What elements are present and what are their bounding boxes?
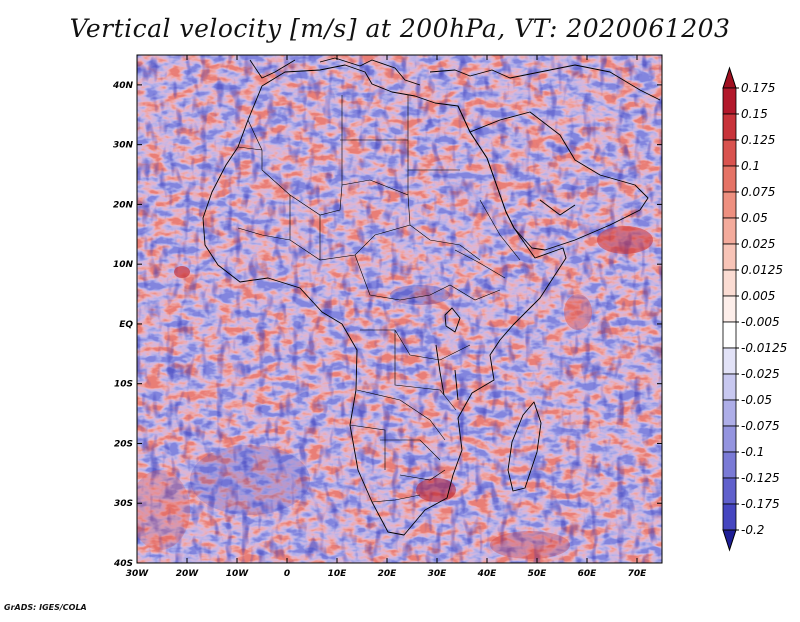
colorbar-label: 0.0125 — [741, 263, 783, 277]
lat-tick-label: 20S — [114, 439, 133, 449]
lat-tick-label: EQ — [119, 320, 133, 330]
country-borders — [237, 95, 521, 503]
colorbar-label: -0.075 — [741, 419, 780, 433]
colorbar-swatch — [722, 295, 737, 323]
map-title: Vertical velocity [m/s] at 200hPa, VT: 2… — [69, 14, 731, 43]
lon-tick-label: 20W — [176, 569, 200, 579]
colorbar-label: -0.2 — [741, 523, 764, 537]
lat-tick-label: 20N — [113, 200, 134, 210]
colorbar-label: 0.05 — [741, 211, 768, 225]
colorbar-label: -0.125 — [741, 471, 780, 485]
lon-tick-label: 60E — [578, 569, 598, 579]
colorbar-label: -0.05 — [741, 393, 772, 407]
lat-tick-label: 30S — [114, 499, 133, 509]
lat-axis: 40N 30N 20N 10N EQ 10S 20S 30S 40S — [112, 81, 662, 569]
colorbar-label: 0.175 — [741, 81, 775, 95]
lon-tick-label: 10W — [226, 569, 250, 579]
colorbar-swatch — [722, 399, 737, 427]
lat-tick-label: 30N — [113, 141, 134, 151]
colorbar-swatch — [722, 477, 737, 505]
colorbar-swatch — [722, 425, 737, 453]
colorbar-swatch — [722, 451, 737, 479]
colorbar-swatch — [722, 503, 737, 531]
colorbar-swatch — [722, 165, 737, 193]
plot-frame — [136, 54, 663, 564]
colorbar-swatch — [722, 373, 737, 401]
colorbar-label: 0.15 — [741, 107, 768, 121]
coastlines — [202, 57, 661, 536]
colorbar-label: -0.005 — [741, 315, 780, 329]
lon-tick-label: 30W — [126, 569, 150, 579]
colorbar-label: -0.025 — [741, 367, 780, 381]
lon-tick-label: 30E — [428, 569, 448, 579]
lon-tick-label: 20E — [378, 569, 398, 579]
lon-tick-label: 10E — [328, 569, 348, 579]
colorbar-swatch — [722, 139, 737, 167]
lat-tick-label: 10S — [114, 380, 133, 390]
colorbar-label: -0.1 — [741, 445, 764, 459]
colorbar-label: 0.125 — [741, 133, 775, 147]
colorbar-swatch — [722, 87, 737, 115]
colorbar-label: 0.075 — [741, 185, 775, 199]
colorbar-label: 0.005 — [741, 289, 775, 303]
colorbar-swatch — [722, 191, 737, 219]
colorbar-swatch — [722, 243, 737, 271]
lat-tick-label: 40S — [113, 559, 133, 569]
colorbar-swatch — [722, 321, 737, 349]
lon-tick-label: 40E — [477, 569, 498, 579]
colorbar-swatch — [722, 269, 737, 297]
lon-tick-label: 50E — [528, 569, 548, 579]
colorbar-label: 0.025 — [741, 237, 775, 251]
lat-tick-label: 40N — [112, 81, 134, 91]
lon-tick-label: 0 — [284, 569, 290, 579]
colorbar-bottom-arrow — [722, 529, 737, 552]
colorbar-label: 0.1 — [741, 159, 760, 173]
lon-axis: 30W 20W 10W 0 10E 20E 30E 40E 50E 60E 70E — [126, 55, 647, 579]
colorbar-swatch — [722, 347, 737, 375]
colorbar: 0.175 0.15 0.125 0.1 0.075 0.05 0.025 0.0125 0.0… — [722, 66, 787, 552]
velocity-field — [137, 55, 662, 563]
colorbar-swatch — [722, 217, 737, 245]
colorbar-top-arrow — [722, 66, 737, 89]
lat-tick-label: 10N — [113, 260, 134, 270]
colorbar-swatch — [722, 113, 737, 141]
colorbar-label: -0.0125 — [741, 341, 787, 355]
colorbar-label: -0.175 — [741, 497, 780, 511]
lon-tick-label: 70E — [628, 569, 648, 579]
grads-credit: GrADS: IGES/COLA — [4, 603, 87, 612]
